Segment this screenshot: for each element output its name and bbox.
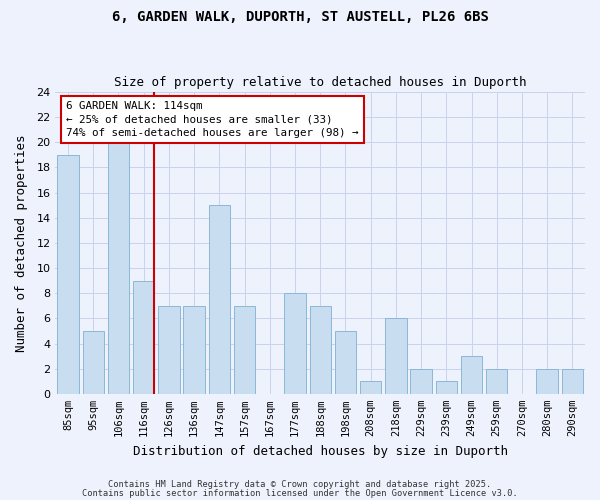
Text: Contains public sector information licensed under the Open Government Licence v3: Contains public sector information licen… — [82, 488, 518, 498]
Bar — [108, 142, 129, 394]
Text: Contains HM Land Registry data © Crown copyright and database right 2025.: Contains HM Land Registry data © Crown c… — [109, 480, 491, 489]
Bar — [562, 368, 583, 394]
Bar — [486, 368, 508, 394]
Bar — [184, 306, 205, 394]
Bar — [410, 368, 432, 394]
Bar — [284, 293, 306, 394]
Bar — [209, 205, 230, 394]
Bar — [83, 331, 104, 394]
Bar — [436, 381, 457, 394]
Title: Size of property relative to detached houses in Duporth: Size of property relative to detached ho… — [114, 76, 526, 90]
Bar — [133, 280, 154, 394]
Bar — [360, 381, 382, 394]
Y-axis label: Number of detached properties: Number of detached properties — [15, 134, 28, 352]
Text: 6 GARDEN WALK: 114sqm
← 25% of detached houses are smaller (33)
74% of semi-deta: 6 GARDEN WALK: 114sqm ← 25% of detached … — [66, 101, 359, 138]
Bar — [385, 318, 407, 394]
Text: 6, GARDEN WALK, DUPORTH, ST AUSTELL, PL26 6BS: 6, GARDEN WALK, DUPORTH, ST AUSTELL, PL2… — [112, 10, 488, 24]
Bar — [158, 306, 179, 394]
X-axis label: Distribution of detached houses by size in Duporth: Distribution of detached houses by size … — [133, 444, 508, 458]
Bar — [58, 155, 79, 394]
Bar — [461, 356, 482, 394]
Bar — [335, 331, 356, 394]
Bar — [234, 306, 255, 394]
Bar — [310, 306, 331, 394]
Bar — [536, 368, 558, 394]
